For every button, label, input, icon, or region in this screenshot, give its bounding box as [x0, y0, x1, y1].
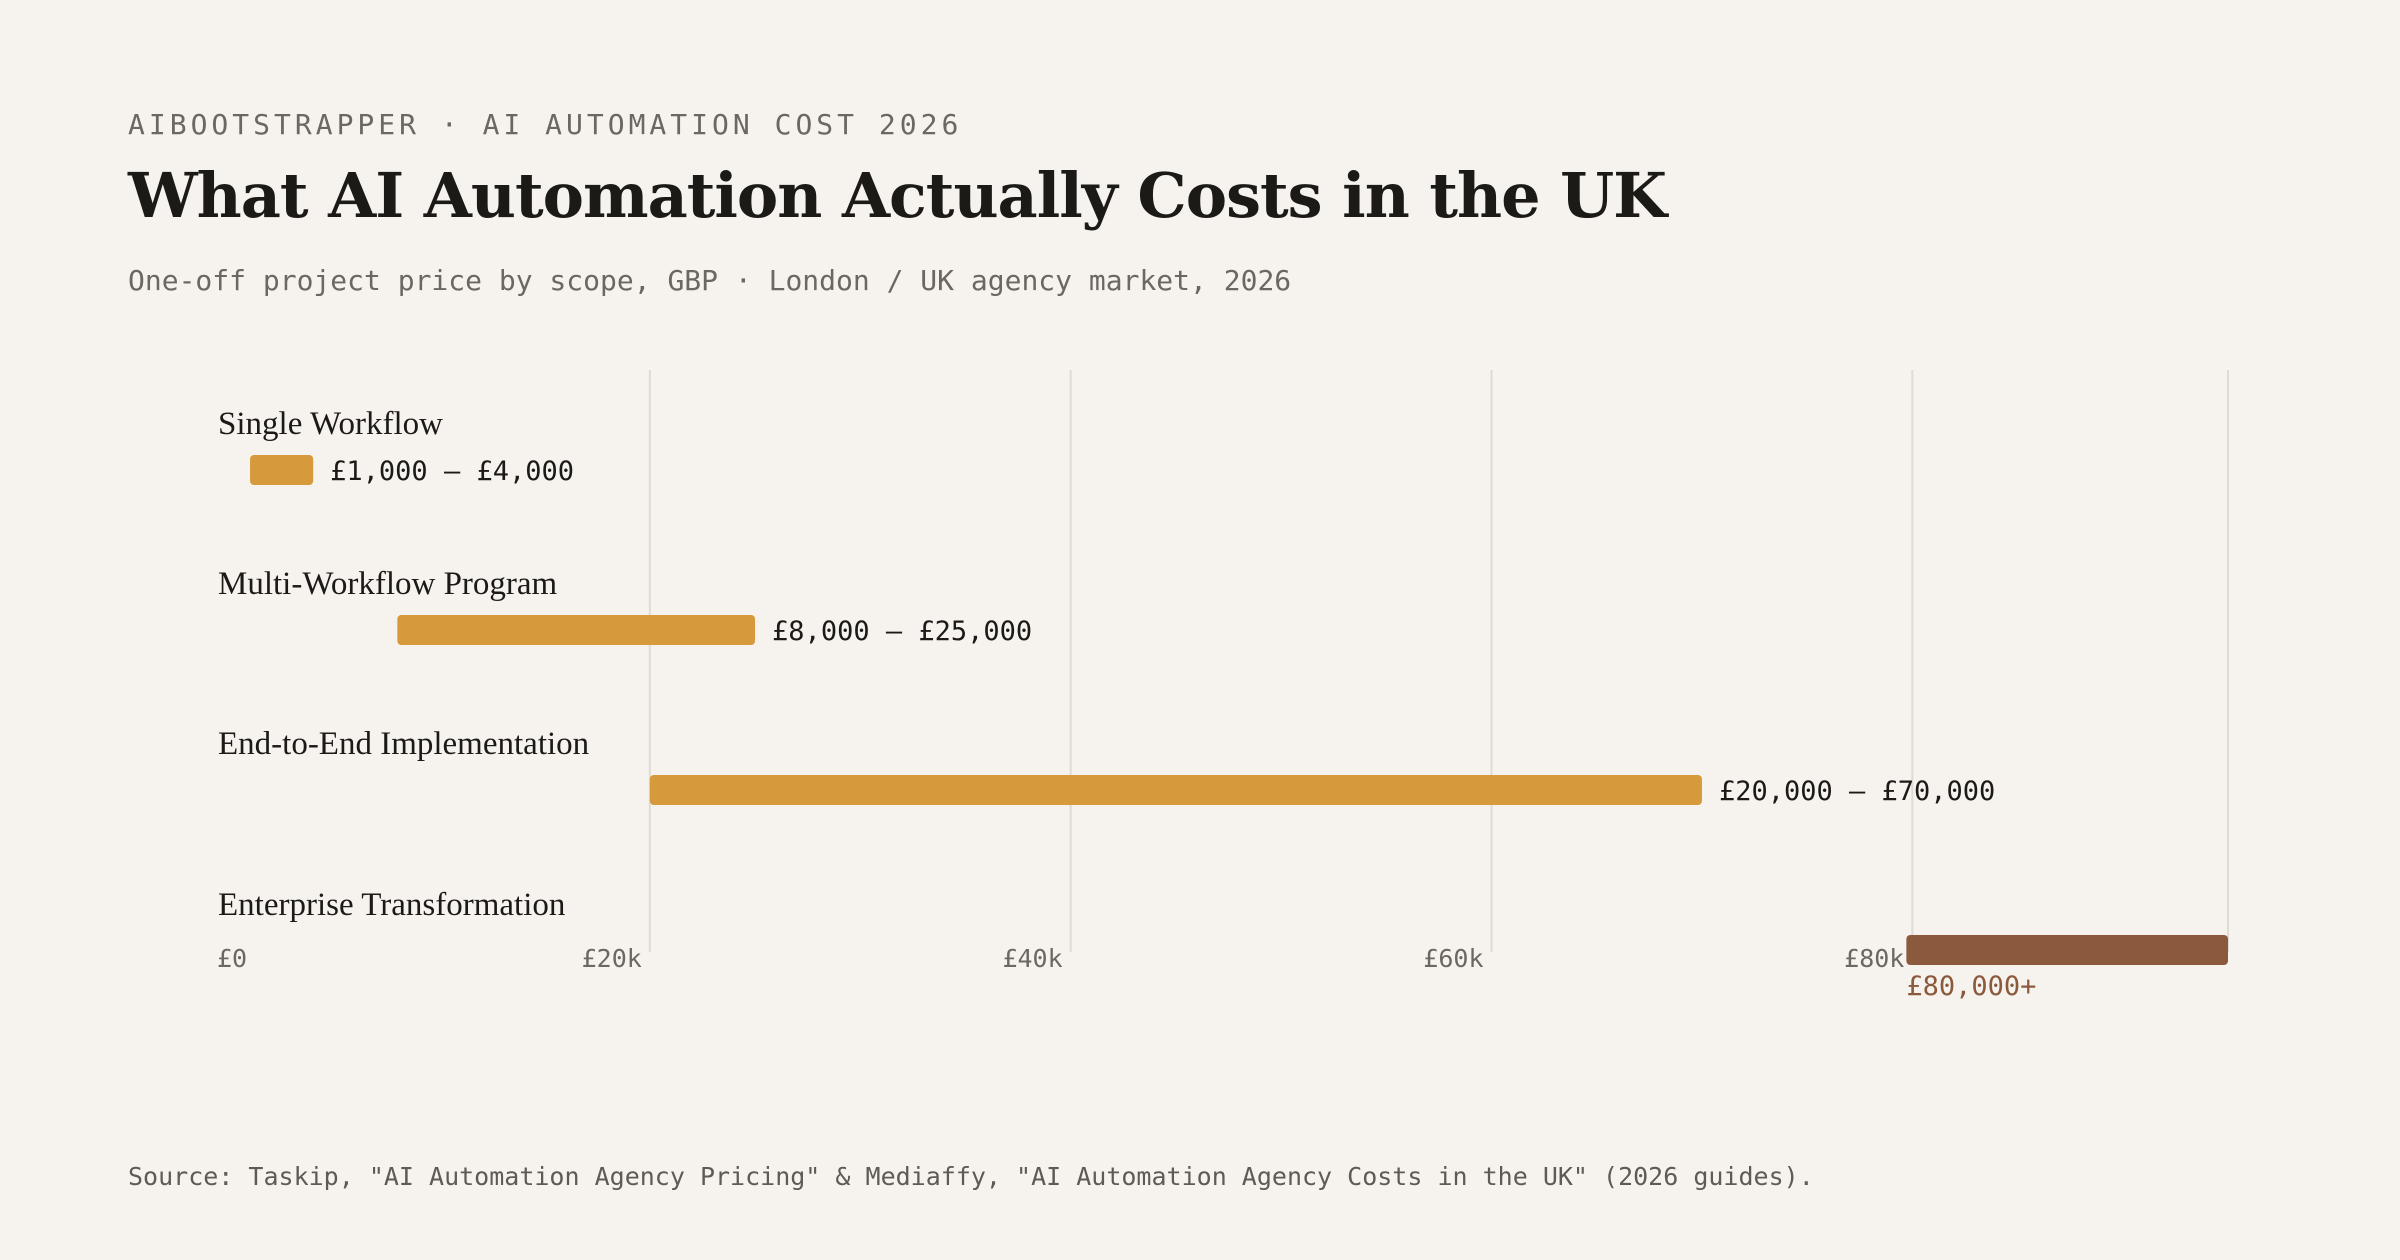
- x-tick-label-4: £80k: [1844, 944, 1904, 973]
- range-bar-3: [1906, 935, 2228, 965]
- x-tick-label-3: £60k: [1423, 944, 1483, 973]
- category-label-3: Enterprise Transformation: [218, 887, 565, 923]
- chart-title: What AI Automation Actually Costs in the…: [128, 159, 1667, 232]
- range-bar-2: [649, 775, 1702, 805]
- chart-subtitle: One-off project price by scope, GBP · Lo…: [128, 264, 1292, 297]
- category-label-2: End-to-End Implementation: [218, 726, 589, 762]
- value-label-3: £80,000+: [1906, 971, 2036, 1002]
- category-label-1: Multi-Workflow Program: [218, 566, 558, 602]
- value-label-0: £1,000 – £4,000: [330, 456, 574, 487]
- source-note: Source: Taskip, "AI Automation Agency Pr…: [128, 1162, 1814, 1191]
- x-tick-label-1: £20k: [582, 944, 642, 973]
- value-label-2: £20,000 – £70,000: [1719, 776, 1995, 807]
- range-bar-0: [250, 455, 314, 485]
- chart-kicker: AIBOOTSTRAPPER · AI AUTOMATION COST 2026: [128, 108, 963, 141]
- range-bar-1: [397, 615, 756, 645]
- x-tick-label-2: £40k: [1002, 944, 1062, 973]
- x-tick-label-0: £0: [217, 944, 247, 973]
- category-label-0: Single Workflow: [218, 406, 443, 442]
- value-label-1: £8,000 – £25,000: [772, 616, 1032, 647]
